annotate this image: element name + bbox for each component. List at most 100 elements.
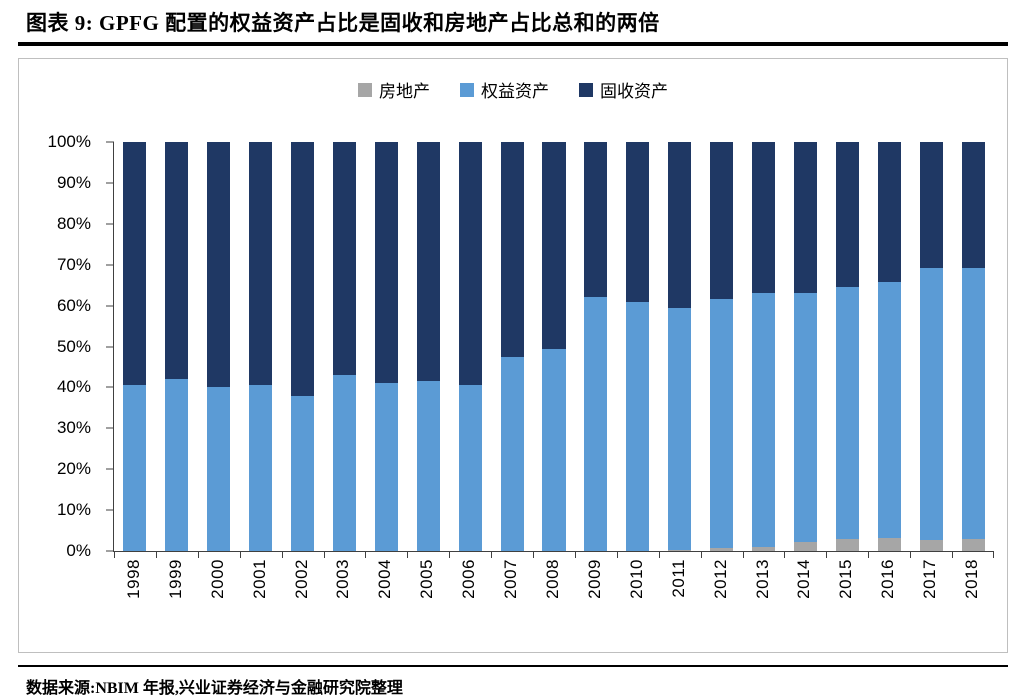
title-divider bbox=[18, 42, 1008, 46]
x-tick-mark bbox=[365, 551, 367, 558]
bar-segment-fixed-income bbox=[919, 142, 943, 269]
legend-swatch-real-estate bbox=[358, 82, 372, 97]
x-tick-label: 2010 bbox=[626, 559, 646, 599]
bar-segment-fixed-income bbox=[374, 142, 398, 384]
x-tick-label: 2017 bbox=[920, 559, 940, 599]
y-tick-mark bbox=[106, 264, 114, 266]
bar-segment-fixed-income bbox=[542, 142, 566, 349]
bar-segment-fixed-income bbox=[165, 142, 189, 380]
bar-2011 bbox=[659, 142, 701, 551]
stacked-bar-1999 bbox=[165, 142, 189, 551]
x-tick-mark bbox=[533, 551, 535, 558]
x-tick-label: 2003 bbox=[333, 559, 353, 599]
bar-2018 bbox=[952, 142, 994, 551]
x-label-cell: 2009 bbox=[574, 559, 616, 599]
legend: 房地产 权益资产 固收资产 bbox=[19, 77, 1007, 102]
x-tick-mark bbox=[784, 551, 786, 558]
bar-segment-real-estate bbox=[835, 538, 859, 551]
x-label-cell: 2011 bbox=[658, 559, 700, 598]
x-tick-label: 2000 bbox=[207, 559, 227, 599]
stacked-bar-2008 bbox=[542, 142, 566, 551]
bar-2008 bbox=[533, 142, 575, 551]
stacked-bar-2016 bbox=[877, 142, 901, 551]
x-tick-label: 2018 bbox=[962, 559, 982, 599]
bar-segment-equity bbox=[710, 298, 734, 549]
bar-segment-fixed-income bbox=[500, 142, 524, 357]
header: 图表 9: GPFG 配置的权益资产占比是固收和房地产占比总和的两倍 bbox=[0, 0, 1026, 37]
x-tick-mark bbox=[239, 551, 241, 558]
y-tick-label: 100% bbox=[47, 132, 91, 151]
legend-swatch-fixed-income bbox=[579, 82, 593, 97]
x-tick-label: 1998 bbox=[123, 559, 143, 599]
x-tick-mark bbox=[868, 551, 870, 558]
y-tick-mark bbox=[106, 386, 114, 388]
x-tick-mark bbox=[952, 551, 954, 558]
y-tick-label: 40% bbox=[56, 377, 91, 397]
y-tick-label: 80% bbox=[56, 213, 91, 233]
stacked-bar-2013 bbox=[752, 142, 776, 551]
bar-segment-fixed-income bbox=[668, 142, 692, 309]
x-label-cell: 2015 bbox=[825, 559, 867, 599]
x-tick-label: 2009 bbox=[584, 559, 604, 599]
y-tick-mark bbox=[106, 509, 114, 511]
x-label-cell: 2001 bbox=[239, 559, 281, 599]
x-label-cell: 2002 bbox=[281, 559, 323, 599]
stacked-bar-2015 bbox=[835, 142, 859, 551]
x-label-cell: 2006 bbox=[448, 559, 490, 599]
x-label-cell: 2016 bbox=[867, 559, 909, 599]
y-tick-mark bbox=[106, 468, 114, 470]
bar-segment-equity bbox=[919, 268, 943, 541]
stacked-bar-2018 bbox=[961, 142, 985, 551]
x-tick-mark bbox=[826, 551, 828, 558]
x-tick-label: 2006 bbox=[459, 559, 479, 599]
x-axis-labels: 1998 1999 2000 2001 2002 2003 2004 2005 2006 2007… bbox=[113, 559, 993, 599]
x-label-cell: 2014 bbox=[784, 559, 826, 599]
bar-segment-fixed-income bbox=[752, 142, 776, 294]
bar-segment-equity bbox=[542, 348, 566, 551]
stacked-bar-2017 bbox=[919, 142, 943, 551]
stacked-bar-1998 bbox=[123, 142, 147, 551]
bar-segment-fixed-income bbox=[332, 142, 356, 376]
bar-segment-fixed-income bbox=[793, 142, 817, 293]
stacked-bar-2002 bbox=[291, 142, 315, 551]
legend-label-fixed-income: 固收资产 bbox=[600, 82, 668, 101]
x-tick-mark bbox=[449, 551, 451, 558]
x-tick-mark bbox=[658, 551, 660, 558]
y-tick-mark bbox=[106, 305, 114, 307]
footer-divider bbox=[18, 665, 1008, 667]
x-label-cell: 2000 bbox=[197, 559, 239, 599]
y-tick-label: 10% bbox=[56, 500, 91, 520]
x-tick-label: 2008 bbox=[543, 559, 563, 599]
legend-item-equity: 权益资产 bbox=[460, 77, 549, 102]
bar-segment-fixed-income bbox=[458, 142, 482, 386]
bar-segment-equity bbox=[584, 297, 608, 551]
bar-segment-equity bbox=[961, 267, 985, 539]
x-tick-mark bbox=[910, 551, 912, 558]
bar-segment-fixed-income bbox=[710, 142, 734, 299]
x-tick-mark bbox=[700, 551, 702, 558]
bar-segment-real-estate bbox=[877, 537, 901, 551]
x-tick-mark bbox=[155, 551, 157, 558]
x-tick-label: 2011 bbox=[668, 559, 688, 598]
bar-segment-equity bbox=[835, 287, 859, 539]
bar-segment-fixed-income bbox=[961, 142, 985, 268]
stacked-bar-2006 bbox=[458, 142, 482, 551]
stacked-bar-2010 bbox=[626, 142, 650, 551]
stacked-bar-2011 bbox=[668, 142, 692, 551]
bar-1999 bbox=[156, 142, 198, 551]
bar-segment-equity bbox=[668, 308, 692, 550]
y-tick-label: 60% bbox=[56, 295, 91, 315]
bar-2005 bbox=[407, 142, 449, 551]
bar-2004 bbox=[365, 142, 407, 551]
bar-segment-fixed-income bbox=[249, 142, 273, 386]
bar-segment-real-estate bbox=[793, 542, 817, 551]
y-tick-mark bbox=[106, 346, 114, 347]
y-tick-mark bbox=[106, 223, 114, 225]
x-tick-mark bbox=[323, 551, 325, 558]
stacked-bar-2012 bbox=[710, 142, 734, 551]
bar-2009 bbox=[575, 142, 617, 551]
x-label-cell: 2017 bbox=[909, 559, 951, 599]
bar-segment-equity bbox=[500, 356, 524, 551]
bar-2001 bbox=[240, 142, 282, 551]
bar-segment-real-estate bbox=[919, 540, 943, 551]
